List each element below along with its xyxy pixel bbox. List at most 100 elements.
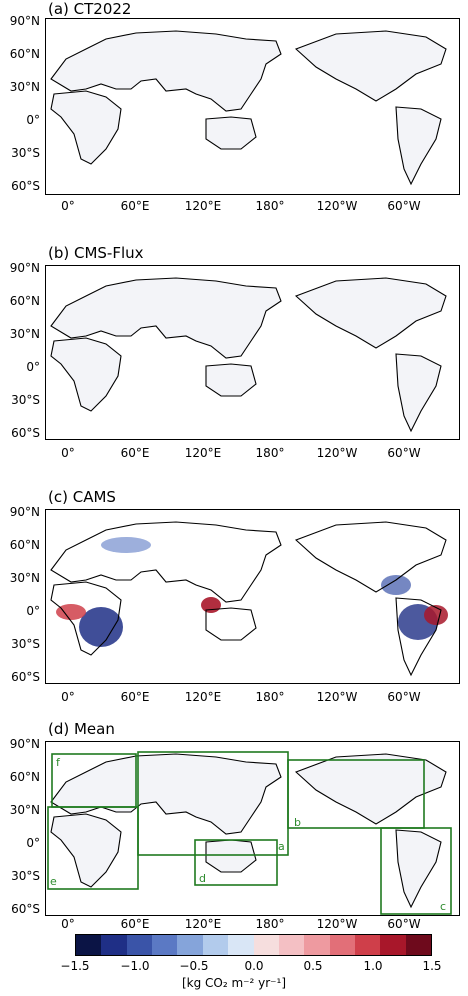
region-boxes: a b c d e f bbox=[47, 751, 452, 915]
region-box-f bbox=[51, 753, 137, 808]
region-box-label: a bbox=[278, 840, 285, 853]
panel-title: (b) CMS-Flux bbox=[48, 244, 144, 262]
lat-label: 60°S bbox=[11, 670, 40, 684]
continents bbox=[50, 277, 447, 433]
lat-label: 30°S bbox=[11, 637, 40, 651]
lat-label: 90°N bbox=[9, 505, 40, 519]
map-d: a b c d e f bbox=[45, 741, 460, 916]
lat-label: 0° bbox=[26, 836, 40, 850]
lat-label: 30°N bbox=[9, 571, 40, 585]
panel-a: (a) CT2022 90°N 60°N 30°N 0° 30°S 60°S 0… bbox=[0, 0, 468, 232]
map-a bbox=[45, 18, 460, 195]
colorbar-units: [kg CO₂ m⁻² yr⁻¹] bbox=[181, 976, 287, 990]
world-map bbox=[50, 30, 447, 186]
continents bbox=[50, 521, 447, 677]
colorbar-tick: 1.0 bbox=[363, 959, 383, 973]
colorbar-swatch bbox=[202, 935, 229, 955]
lon-label: 60°W bbox=[387, 690, 421, 704]
colorbar-swatch bbox=[304, 935, 330, 955]
lat-label: 30°N bbox=[9, 80, 40, 94]
flux-patches bbox=[56, 537, 448, 647]
panel-title: (d) Mean bbox=[48, 720, 115, 738]
lat-label: 60°N bbox=[9, 47, 40, 61]
panel-b: (b) CMS-Flux 90°N 60°N 30°N 0° 30°S 60°S… bbox=[0, 244, 468, 476]
lat-label: 60°S bbox=[11, 179, 40, 193]
lon-label: 180° bbox=[255, 199, 285, 213]
map-c bbox=[45, 509, 460, 684]
lat-label: 60°N bbox=[9, 294, 40, 308]
colorbar-swatch bbox=[177, 935, 203, 955]
colorbar-tick: −1.5 bbox=[60, 959, 90, 973]
lon-label: 0° bbox=[61, 446, 75, 460]
lon-label: 120°W bbox=[316, 690, 358, 704]
lon-label: 0° bbox=[61, 917, 75, 931]
panel-title: (a) CT2022 bbox=[48, 0, 132, 18]
lat-label: 90°N bbox=[9, 737, 40, 751]
region-box-label: b bbox=[294, 816, 301, 829]
lon-label: 60°E bbox=[120, 446, 150, 460]
lon-label: 60°W bbox=[387, 199, 421, 213]
map-b bbox=[45, 265, 460, 440]
world-map: a b c d e f bbox=[47, 751, 452, 915]
colorbar-tick: 1.5 bbox=[422, 959, 442, 973]
colorbar-swatch bbox=[101, 935, 127, 955]
panel-d: (d) Mean a b c d e f bbox=[0, 720, 468, 931]
world-map bbox=[50, 521, 448, 677]
lon-label: 60°E bbox=[120, 917, 150, 931]
lon-label: 0° bbox=[61, 199, 75, 213]
region-box-label: c bbox=[440, 900, 446, 913]
continents bbox=[50, 30, 447, 186]
lat-label: 90°N bbox=[9, 14, 40, 28]
lat-label: 30°S bbox=[11, 393, 40, 407]
lon-label: 180° bbox=[255, 446, 285, 460]
colorbar-swatch bbox=[228, 935, 254, 955]
lat-label: 60°S bbox=[11, 426, 40, 440]
lat-label: 90°N bbox=[9, 261, 40, 275]
panel-c: (c) CAMS 90°N 60°N 30°N 0° 30°S 60°S bbox=[0, 488, 468, 720]
lat-label: 0° bbox=[26, 604, 40, 618]
lon-label: 120°W bbox=[316, 199, 358, 213]
colorbar-swatch bbox=[354, 935, 381, 955]
colorbar bbox=[75, 934, 432, 956]
colorbar-swatch bbox=[380, 935, 406, 955]
region-box-label: f bbox=[56, 756, 61, 769]
colorbar-tick: 0.0 bbox=[244, 959, 264, 973]
region-box-b bbox=[287, 759, 425, 829]
colorbar-tick: −1.0 bbox=[120, 959, 150, 973]
colorbar-swatch bbox=[76, 935, 102, 955]
colorbar-swatch bbox=[278, 935, 305, 955]
region-box-label: d bbox=[199, 872, 206, 885]
region-box-d bbox=[194, 839, 278, 886]
lon-label: 60°W bbox=[387, 917, 421, 931]
lat-label: 30°N bbox=[9, 803, 40, 817]
colorbar-tick: 0.5 bbox=[303, 959, 323, 973]
lat-label: 60°S bbox=[11, 902, 40, 916]
colorbar-swatch bbox=[126, 935, 153, 955]
lon-label: 120°W bbox=[316, 446, 358, 460]
lon-label: 0° bbox=[61, 690, 75, 704]
lat-label: 0° bbox=[26, 360, 40, 374]
colorbar-swatch bbox=[329, 935, 355, 955]
lon-label: 120°W bbox=[316, 917, 358, 931]
lon-label: 120°E bbox=[184, 917, 222, 931]
lon-label: 60°E bbox=[120, 199, 150, 213]
lon-label: 120°E bbox=[184, 446, 222, 460]
region-box-c bbox=[380, 827, 452, 915]
world-map bbox=[50, 277, 447, 433]
lat-label: 60°N bbox=[9, 538, 40, 552]
lon-label: 180° bbox=[255, 690, 285, 704]
lat-label: 0° bbox=[26, 113, 40, 127]
continents bbox=[50, 753, 447, 909]
lat-label: 30°N bbox=[9, 327, 40, 341]
lon-label: 60°W bbox=[387, 446, 421, 460]
lon-label: 120°E bbox=[184, 690, 222, 704]
lat-label: 60°N bbox=[9, 770, 40, 784]
lon-label: 120°E bbox=[184, 199, 222, 213]
panel-title: (c) CAMS bbox=[48, 488, 116, 506]
lat-label: 30°S bbox=[11, 869, 40, 883]
colorbar-swatch bbox=[152, 935, 178, 955]
colorbar-swatch bbox=[253, 935, 279, 955]
colorbar-swatch bbox=[405, 935, 432, 955]
lon-label: 180° bbox=[255, 917, 285, 931]
lon-label: 60°E bbox=[120, 690, 150, 704]
